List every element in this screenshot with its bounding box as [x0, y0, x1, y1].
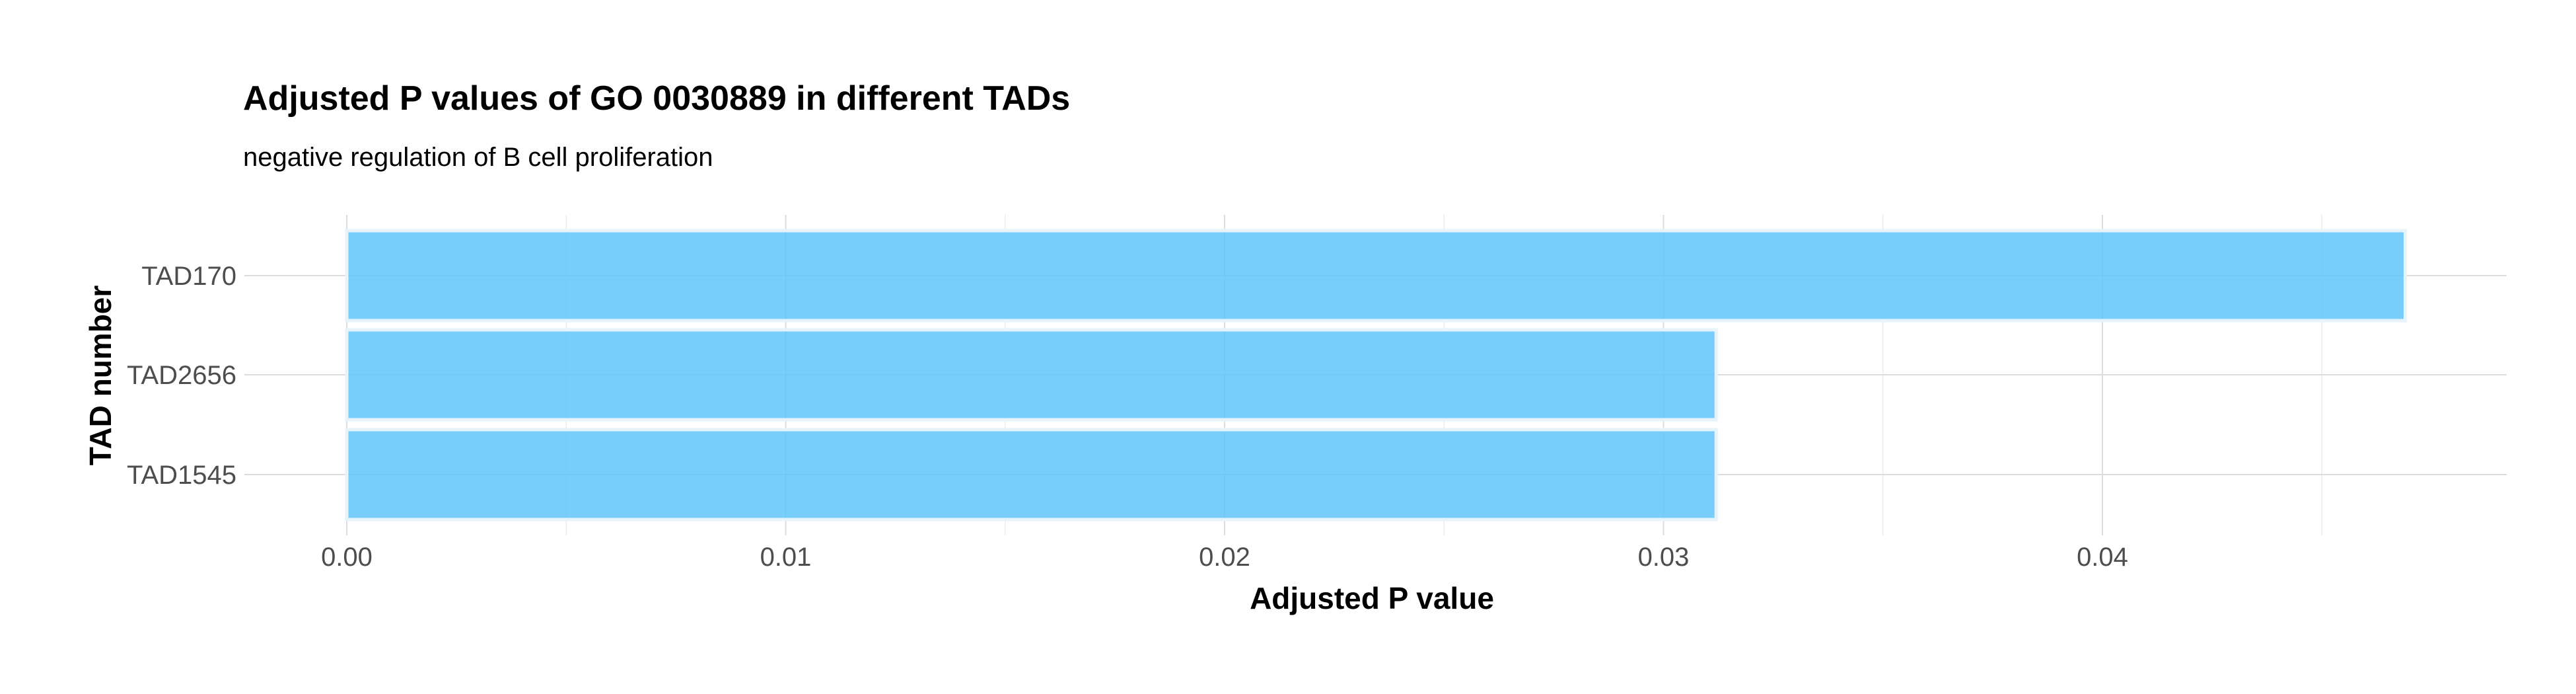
- y-tick-labels: TAD170 TAD2656 TAD1545: [127, 262, 236, 490]
- bar-tad170: [345, 229, 2408, 323]
- y-tick-label: TAD1545: [127, 461, 236, 490]
- bars: [345, 229, 2408, 521]
- y-tick-label: TAD170: [141, 262, 236, 291]
- y-tick-label: TAD2656: [127, 361, 236, 390]
- chart-subtitle: negative regulation of B cell proliferat…: [243, 143, 713, 172]
- x-tick-label: 0.04: [2077, 543, 2128, 572]
- x-tick-label: 0.03: [1638, 543, 1690, 572]
- x-tick-label: 0.00: [321, 543, 373, 572]
- x-tick-labels: 0.00 0.01 0.02 0.03 0.04: [321, 543, 2128, 572]
- x-tick-label: 0.01: [760, 543, 812, 572]
- bar-tad1545: [345, 428, 1718, 521]
- x-tick-label: 0.02: [1199, 543, 1250, 572]
- chart-title: Adjusted P values of GO 0030889 in diffe…: [243, 79, 1070, 118]
- x-axis-title: Adjusted P value: [1250, 581, 1494, 615]
- bar-tad2656: [345, 328, 1718, 422]
- y-axis-title: TAD number: [83, 286, 118, 466]
